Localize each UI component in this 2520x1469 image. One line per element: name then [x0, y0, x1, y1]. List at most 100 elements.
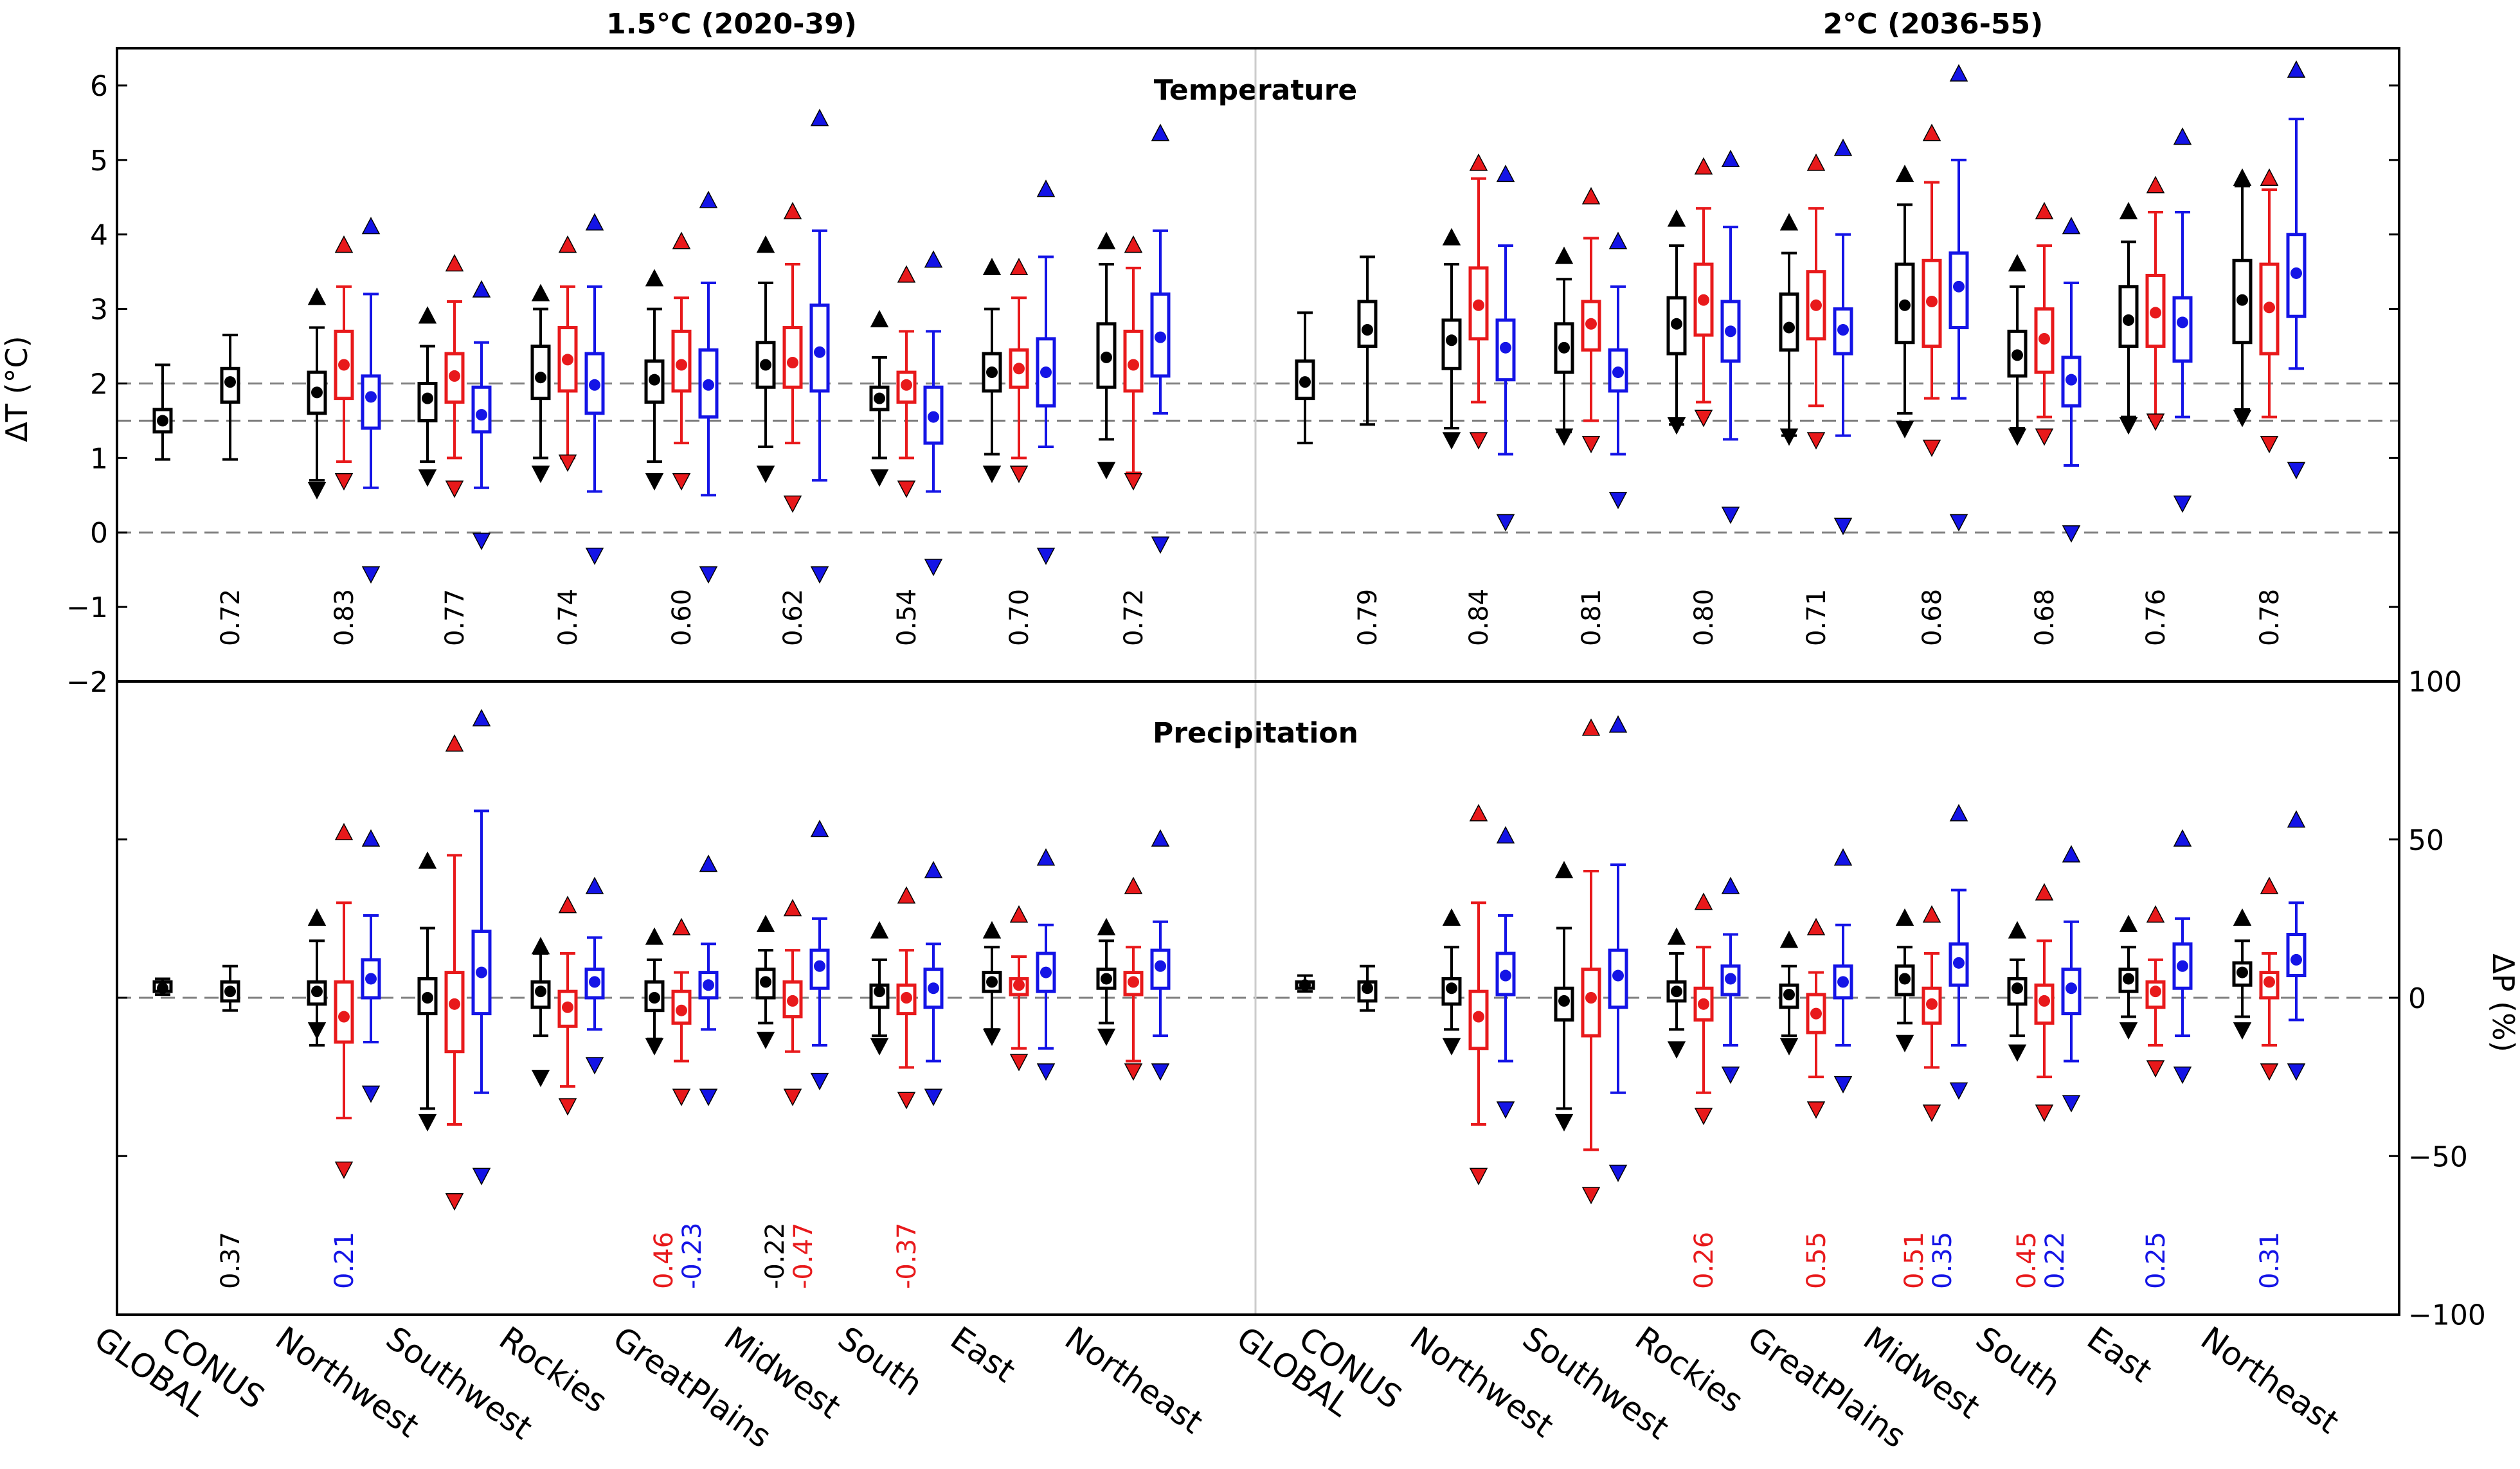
- category-label: South: [831, 1319, 929, 1403]
- outlier-max-marker: [2119, 202, 2138, 220]
- outlier-min-marker: [1833, 518, 1853, 536]
- temp-corr-label: 0.83: [330, 589, 359, 646]
- temp-conus-all-median: [1362, 324, 1373, 336]
- temp-corr-label: 0.60: [667, 589, 697, 646]
- outlier-min-marker: [307, 1022, 327, 1040]
- outlier-max-marker: [1694, 157, 1713, 175]
- temp-northwest-red-median: [338, 359, 350, 371]
- temp-corr-label: 0.72: [1119, 589, 1149, 646]
- temp-south-blue-box: [2061, 356, 2082, 408]
- outlier-min-marker: [756, 1031, 775, 1049]
- outlier-max-marker: [2173, 829, 2192, 847]
- temp-south-all-median: [2012, 349, 2023, 361]
- precip-corr-label: 0.22: [2040, 1232, 2070, 1289]
- precip-greatplains-all-median: [649, 992, 660, 1004]
- outlier-max-marker: [558, 896, 577, 914]
- outlier-min-marker: [1694, 1108, 1713, 1126]
- temp-northeast-all-median: [2236, 294, 2248, 306]
- outlier-min-marker: [1581, 436, 1601, 454]
- precip-corr-label: 0.25: [2141, 1232, 2171, 1289]
- precip-northwest-red-median: [1473, 1011, 1484, 1023]
- outlier-max-marker: [1949, 804, 1968, 822]
- outlier-max-marker: [2260, 168, 2279, 186]
- outlier-max-marker: [1009, 905, 1029, 923]
- outlier-max-marker: [699, 854, 718, 872]
- precip-northwest-all-median: [1446, 982, 1457, 995]
- precipitation-y-label: ΔP (%): [2486, 953, 2520, 1052]
- outlier-min-marker: [2287, 462, 2306, 480]
- outlier-max-marker: [1949, 64, 1968, 82]
- outlier-min-marker: [1721, 507, 1740, 525]
- temp-corr-label: 0.78: [2255, 589, 2285, 646]
- outlier-max-marker: [2233, 908, 2252, 926]
- outlier-max-marker: [1667, 927, 1686, 945]
- temp-northwest-all-median: [311, 386, 323, 399]
- outlier-min-marker: [1124, 1063, 1143, 1081]
- temp-northwest-all-box: [1441, 318, 1462, 370]
- temp-south-blue-median: [928, 411, 939, 423]
- outlier-min-marker: [1469, 1167, 1488, 1185]
- outlier-max-marker: [2062, 845, 2081, 863]
- outlier-min-marker: [1949, 1082, 1968, 1100]
- precip-southwest-red-median: [449, 998, 460, 1010]
- temp-midwest-all-median: [760, 359, 771, 371]
- temp-midwest-blue-median: [1953, 280, 1965, 293]
- outlier-min-marker: [2233, 410, 2252, 428]
- precip-rockies-red-box: [557, 989, 578, 1028]
- temp-rockies-all-median: [1671, 318, 1682, 330]
- outlier-min-marker: [1895, 1034, 1914, 1052]
- outlier-max-marker: [1922, 123, 1941, 141]
- precip-northwest-blue-median: [365, 973, 377, 985]
- outlier-max-marker: [924, 861, 943, 879]
- outlier-min-marker: [2062, 525, 2081, 543]
- temp-southwest-blue-median: [476, 409, 487, 421]
- outlier-min-marker: [870, 469, 889, 487]
- precip-southwest-red-box: [444, 971, 465, 1054]
- outlier-min-marker: [1779, 1038, 1799, 1056]
- outlier-min-marker: [2146, 1060, 2165, 1078]
- temp-midwest-all-median: [1899, 299, 1911, 311]
- temp-south-red-median: [901, 379, 912, 391]
- precip-corr-label: 0.37: [216, 1232, 246, 1289]
- outlier-max-marker: [810, 109, 829, 127]
- outlier-max-marker: [2287, 60, 2306, 78]
- outlier-min-marker: [699, 566, 718, 584]
- outlier-max-marker: [361, 829, 381, 847]
- outlier-max-marker: [1469, 153, 1488, 171]
- temp-corr-label: 0.81: [1577, 589, 1607, 646]
- precip-rockies-blue-box: [584, 968, 605, 1000]
- temp-y-tick-label: 5: [90, 145, 108, 177]
- temp-northeast-red-median: [2264, 302, 2275, 314]
- outlier-min-marker: [783, 495, 802, 513]
- outlier-min-marker: [2119, 417, 2138, 435]
- outlier-min-marker: [2035, 428, 2054, 446]
- outlier-max-marker: [1608, 231, 1628, 249]
- precip-midwest-red-box: [782, 980, 803, 1019]
- precip-rockies-all-median: [1671, 986, 1682, 998]
- outlier-min-marker: [1806, 1101, 1826, 1119]
- outlier-min-marker: [1779, 428, 1799, 446]
- temp-corr-label: 0.77: [440, 589, 470, 646]
- precip-conus-all-median: [224, 986, 236, 998]
- outlier-min-marker: [1442, 1038, 1461, 1056]
- precip-greatplains-blue-median: [1837, 976, 1849, 988]
- outlier-min-marker: [699, 1088, 718, 1106]
- precip-rockies-all-median: [535, 986, 546, 998]
- outlier-max-marker: [334, 235, 354, 253]
- outlier-max-marker: [810, 820, 829, 838]
- temp-east-blue-median: [1040, 366, 1052, 379]
- precip-northwest-blue-median: [1500, 969, 1511, 982]
- outlier-max-marker: [1895, 908, 1914, 926]
- outlier-max-marker: [2008, 254, 2027, 272]
- precip-corr-label: -0.47: [789, 1223, 818, 1290]
- category-label: East: [944, 1319, 1022, 1389]
- outlier-min-marker: [1496, 1101, 1515, 1119]
- temp-greatplains-blue-median: [1837, 324, 1849, 336]
- outlier-max-marker: [472, 708, 491, 726]
- outlier-min-marker: [1009, 1054, 1029, 1072]
- temp-rockies-all-median: [535, 372, 546, 384]
- outlier-min-marker: [558, 454, 577, 473]
- outlier-max-marker: [2119, 914, 2138, 932]
- outlier-max-marker: [1806, 917, 1826, 935]
- outlier-min-marker: [783, 1088, 802, 1106]
